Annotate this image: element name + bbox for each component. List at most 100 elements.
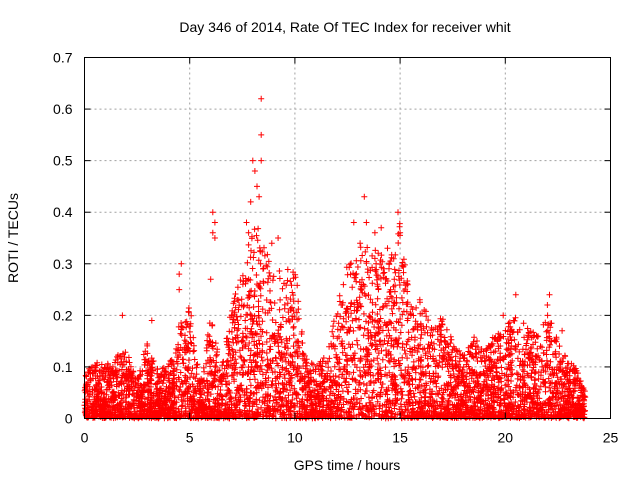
data-point: [248, 312, 255, 319]
data-point: [287, 351, 294, 358]
data-point: [294, 282, 301, 289]
data-point: [499, 355, 506, 362]
data-point: [263, 262, 270, 269]
data-point: [258, 404, 265, 411]
data-point: [350, 369, 357, 376]
data-point: [331, 392, 338, 399]
data-point: [561, 352, 568, 359]
data-point: [155, 407, 162, 414]
data-point: [509, 371, 516, 377]
data-point: [541, 380, 548, 386]
data-point: [209, 342, 216, 349]
data-point: [362, 361, 369, 368]
data-point: [340, 401, 347, 408]
data-point: [261, 398, 268, 405]
data-point: [390, 399, 396, 405]
data-point: [129, 414, 136, 421]
data-point: [392, 269, 399, 276]
data-point: [238, 382, 245, 389]
data-point: [432, 377, 439, 384]
data-point: [477, 393, 484, 400]
data-point: [414, 349, 421, 355]
data-point: [234, 284, 241, 291]
data-point: [462, 383, 469, 390]
data-point: [258, 366, 265, 373]
data-point: [159, 365, 166, 372]
data-point: [357, 358, 364, 365]
data-point: [352, 378, 359, 384]
data-point: [523, 340, 530, 347]
data-point: [331, 363, 338, 370]
data-point: [255, 298, 262, 305]
data-point: [217, 387, 224, 393]
data-point: [303, 356, 310, 363]
data-point: [341, 345, 348, 352]
data-point: [385, 404, 392, 411]
data-point: [480, 381, 487, 388]
data-point: [115, 352, 121, 359]
data-point: [257, 247, 264, 254]
data-point: [279, 364, 286, 371]
data-point: [441, 334, 448, 341]
data-point: [531, 377, 538, 384]
data-point: [297, 370, 304, 377]
data-point: [290, 323, 297, 330]
data-point: [291, 385, 298, 392]
data-point: [219, 393, 226, 400]
data-point: [412, 334, 418, 341]
data-point: [177, 330, 184, 337]
data-point: [335, 391, 342, 398]
data-point: [362, 402, 369, 409]
data-point: [193, 371, 200, 378]
data-point: [556, 343, 563, 350]
data-point: [468, 353, 475, 360]
data-point: [219, 400, 226, 407]
data-point: [169, 359, 176, 365]
data-point: [239, 281, 246, 288]
data-point: [508, 378, 514, 384]
data-point: [295, 353, 302, 360]
data-point: [550, 390, 557, 397]
data-point: [330, 323, 337, 330]
data-point: [398, 395, 405, 402]
data-point: [389, 310, 396, 317]
data-point: [547, 358, 554, 365]
data-point: [295, 306, 302, 313]
data-point: [417, 310, 424, 317]
data-point: [113, 383, 120, 390]
data-point: [183, 410, 190, 417]
data-point: [479, 354, 486, 361]
data-point: [571, 366, 578, 373]
data-point: [208, 406, 215, 412]
data-point: [218, 396, 225, 403]
data-point: [546, 384, 553, 391]
data-point: [159, 380, 166, 387]
data-point: [560, 395, 567, 402]
data-point: [164, 409, 171, 416]
data-point: [356, 379, 363, 386]
data-point: [288, 304, 295, 311]
data-point: [113, 403, 120, 409]
data-point: [278, 403, 284, 410]
data-point: [190, 348, 197, 355]
data-point: [109, 393, 116, 400]
data-point: [263, 412, 270, 419]
data-point: [348, 396, 355, 403]
data-point: [369, 333, 375, 340]
data-point: [244, 259, 251, 266]
data-point: [182, 372, 189, 379]
data-point: [245, 241, 252, 248]
data-point: [178, 320, 185, 326]
data-point: [347, 324, 354, 331]
data-point: [357, 345, 364, 352]
data-point: [119, 362, 126, 368]
data-point: [523, 395, 530, 402]
data-point: [439, 364, 446, 371]
data-point: [110, 405, 117, 411]
data-point: [308, 402, 315, 409]
data-point: [356, 403, 363, 410]
data-point: [205, 342, 212, 348]
data-point: [429, 345, 436, 352]
data-point: [259, 306, 266, 313]
data-point: [255, 257, 262, 264]
